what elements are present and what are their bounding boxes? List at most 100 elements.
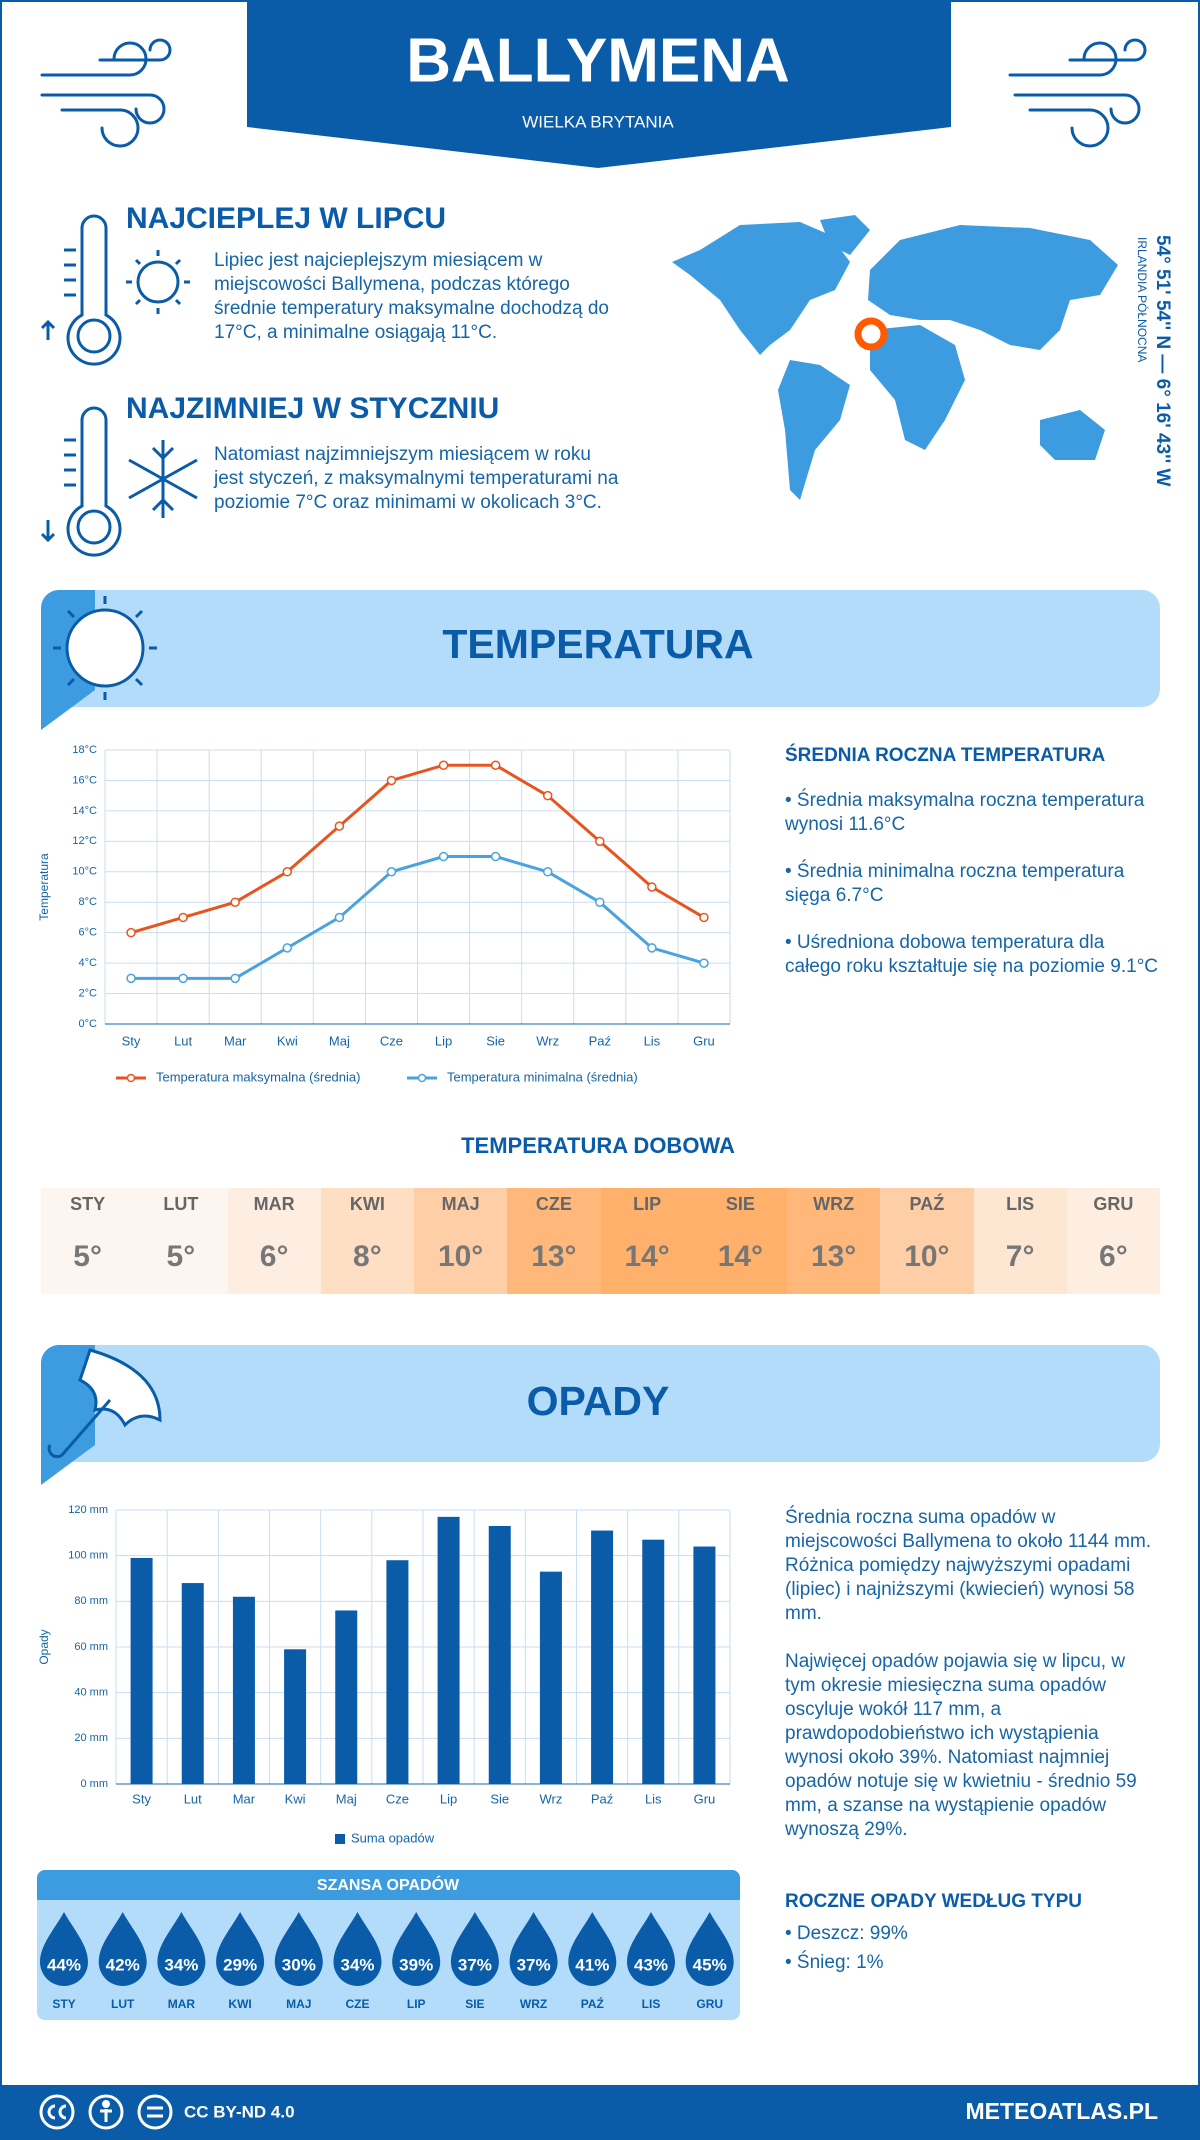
section-title: OPADY [527, 1378, 670, 1424]
rain-drop [450, 1912, 499, 1986]
bar [130, 1557, 153, 1784]
bar [539, 1571, 562, 1784]
precipitation-text: Najwięcej opadów pojawia się w lipcu, w … [785, 1651, 1137, 1840]
daily-value: 8° [353, 1240, 382, 1273]
coordinates: 54° 51' 54'' N — 6° 16' 43'' W [1152, 235, 1173, 486]
bar [335, 1610, 358, 1784]
chance-month: MAR [168, 1997, 196, 2011]
y-tick-label: 80 mm [74, 1595, 108, 1607]
point [595, 836, 605, 847]
daily-month: CZE [535, 1194, 572, 1214]
daily-month: LIS [1006, 1194, 1035, 1214]
daily-value: 13° [531, 1240, 577, 1273]
x-tick-label: Kwi [285, 1791, 306, 1806]
chance-month: PAŹ [581, 1996, 604, 2011]
coldest-title: NAJZIMNIEJ W STYCZNIU [126, 392, 500, 425]
site: METEOATLAS.PL [965, 2098, 1158, 2124]
x-tick-label: Mar [233, 1791, 256, 1806]
x-tick-label: Wrz [536, 1033, 559, 1048]
daily-cell [227, 1188, 321, 1294]
x-tick-label: Maj [329, 1033, 350, 1048]
bar [693, 1546, 716, 1784]
x-tick-label: Gru [693, 1033, 715, 1048]
point [282, 943, 293, 953]
chance-box [37, 1870, 740, 2020]
chance-value: 44% [47, 1955, 81, 1974]
license: CC BY-ND 4.0 [184, 2102, 295, 2121]
point [334, 821, 345, 831]
chance-month: STY [52, 1997, 75, 2011]
thermometer-cold-icon [40, 406, 198, 557]
y-tick-label: 120 mm [68, 1504, 108, 1516]
rain-drop [216, 1912, 265, 1986]
y-tick-label: 18°C [72, 744, 97, 756]
point [490, 760, 501, 770]
daily-cell [134, 1188, 228, 1294]
temperature-banner [41, 590, 1160, 707]
city-title: BALLYMENA [406, 26, 790, 95]
daily-month: MAJ [441, 1194, 480, 1214]
bar [386, 1560, 409, 1784]
chance-month: KWI [228, 1997, 251, 2011]
x-tick-label: Mar [224, 1033, 247, 1048]
daily-cell [414, 1188, 508, 1294]
chance-month: WRZ [520, 1997, 547, 2011]
legend-marker [417, 1073, 427, 1083]
daily-cell [507, 1188, 601, 1294]
y-axis-label: Temperatura [37, 853, 51, 921]
x-tick-label: Lis [644, 1033, 661, 1048]
rain-drop [568, 1912, 617, 1986]
daily-value: 5° [166, 1240, 196, 1273]
sun-icon [53, 596, 157, 700]
point [282, 867, 293, 877]
x-tick-label: Wrz [539, 1791, 562, 1806]
section-title: TEMPERATURA [442, 621, 753, 667]
legend-swatch [335, 1834, 345, 1844]
point [542, 790, 553, 801]
series-line [130, 763, 705, 935]
y-tick-label: 0 mm [81, 1778, 109, 1790]
point [699, 958, 709, 968]
point [126, 927, 136, 938]
chance-value: 34% [164, 1955, 198, 1974]
x-tick-label: Sie [490, 1791, 509, 1806]
point [490, 851, 501, 862]
daily-cell [320, 1188, 414, 1294]
daily-value: 5° [73, 1240, 102, 1273]
point [178, 912, 188, 923]
x-tick-label: Paź [589, 1033, 611, 1048]
coldest-text: Natomiast najzimniejszym miesiącem w rok… [214, 444, 619, 513]
daily-month: GRU [1093, 1194, 1134, 1214]
precipitation-text: Średnia roczna suma opadów w miejscowośc… [785, 1507, 1152, 1624]
chance-value: 39% [399, 1955, 433, 1974]
chance-value: 30% [282, 1955, 316, 1974]
x-tick-label: Gru [694, 1791, 716, 1806]
y-tick-label: 100 mm [68, 1550, 108, 1562]
legend-label: Temperatura minimalna (średnia) [447, 1069, 638, 1084]
point [230, 973, 240, 984]
bar [232, 1596, 255, 1784]
daily-month: SIE [725, 1194, 755, 1214]
world-map [672, 215, 1118, 500]
x-tick-label: Lis [645, 1791, 662, 1806]
point [386, 867, 397, 877]
license-icons [39, 2094, 173, 2130]
rain-drop [274, 1912, 323, 1986]
daily-cell [1066, 1188, 1160, 1294]
rain-drop [392, 1912, 441, 1986]
x-tick-label: Sty [132, 1791, 151, 1806]
daily-month: WRZ [813, 1194, 855, 1214]
daily-value: 6° [1099, 1240, 1128, 1273]
point [230, 897, 240, 907]
warmest-title: NAJCIEPLEJ W LIPCU [126, 202, 447, 235]
daily-month: KWI [349, 1194, 385, 1214]
warmest-text: Lipiec jest najcieplejszym miesiącem w m… [214, 250, 609, 343]
country: WIELKA BRYTANIA [522, 112, 674, 131]
chance-value: 34% [340, 1955, 374, 1974]
umbrella-icon [47, 1348, 162, 1459]
x-tick-label: Sie [486, 1033, 505, 1048]
bar [642, 1539, 665, 1784]
header-banner [247, 0, 951, 168]
point [438, 760, 449, 770]
